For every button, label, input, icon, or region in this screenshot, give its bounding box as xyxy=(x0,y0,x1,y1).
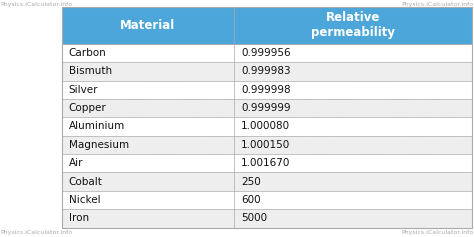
Text: 1.000080: 1.000080 xyxy=(241,122,290,132)
FancyBboxPatch shape xyxy=(62,7,472,44)
Text: Aluminium: Aluminium xyxy=(69,122,125,132)
FancyBboxPatch shape xyxy=(62,209,472,228)
Text: Material: Material xyxy=(120,19,175,32)
Text: 1.000150: 1.000150 xyxy=(241,140,290,150)
Text: Physics.iCalculator.info: Physics.iCalculator.info xyxy=(402,2,474,7)
Text: 1.001670: 1.001670 xyxy=(241,158,290,168)
FancyBboxPatch shape xyxy=(62,99,472,117)
Text: Relative
permeability: Relative permeability xyxy=(311,11,395,40)
FancyBboxPatch shape xyxy=(62,136,472,154)
Text: Physics.iCalculator.info: Physics.iCalculator.info xyxy=(0,2,72,7)
Text: Nickel: Nickel xyxy=(69,195,100,205)
Text: Copper: Copper xyxy=(69,103,107,113)
Text: Cobalt: Cobalt xyxy=(69,177,102,187)
Text: Carbon: Carbon xyxy=(69,48,107,58)
FancyBboxPatch shape xyxy=(62,117,472,136)
Text: 0.999983: 0.999983 xyxy=(241,66,291,76)
Text: Bismuth: Bismuth xyxy=(69,66,112,76)
Text: 250: 250 xyxy=(241,177,261,187)
Text: 0.999956: 0.999956 xyxy=(241,48,291,58)
Text: Iron: Iron xyxy=(69,213,89,223)
Text: Physics.iCalculator.info: Physics.iCalculator.info xyxy=(402,230,474,235)
Text: Magnesium: Magnesium xyxy=(69,140,129,150)
FancyBboxPatch shape xyxy=(62,44,472,62)
Text: 600: 600 xyxy=(241,195,261,205)
Text: Physics.iCalculator.info: Physics.iCalculator.info xyxy=(0,230,72,235)
Text: 0.999999: 0.999999 xyxy=(241,103,291,113)
Text: Silver: Silver xyxy=(69,85,98,95)
Text: Air: Air xyxy=(69,158,83,168)
Text: 5000: 5000 xyxy=(241,213,267,223)
FancyBboxPatch shape xyxy=(62,172,472,191)
FancyBboxPatch shape xyxy=(62,62,472,81)
FancyBboxPatch shape xyxy=(62,154,472,172)
FancyBboxPatch shape xyxy=(62,191,472,209)
Text: 0.999998: 0.999998 xyxy=(241,85,291,95)
FancyBboxPatch shape xyxy=(62,81,472,99)
